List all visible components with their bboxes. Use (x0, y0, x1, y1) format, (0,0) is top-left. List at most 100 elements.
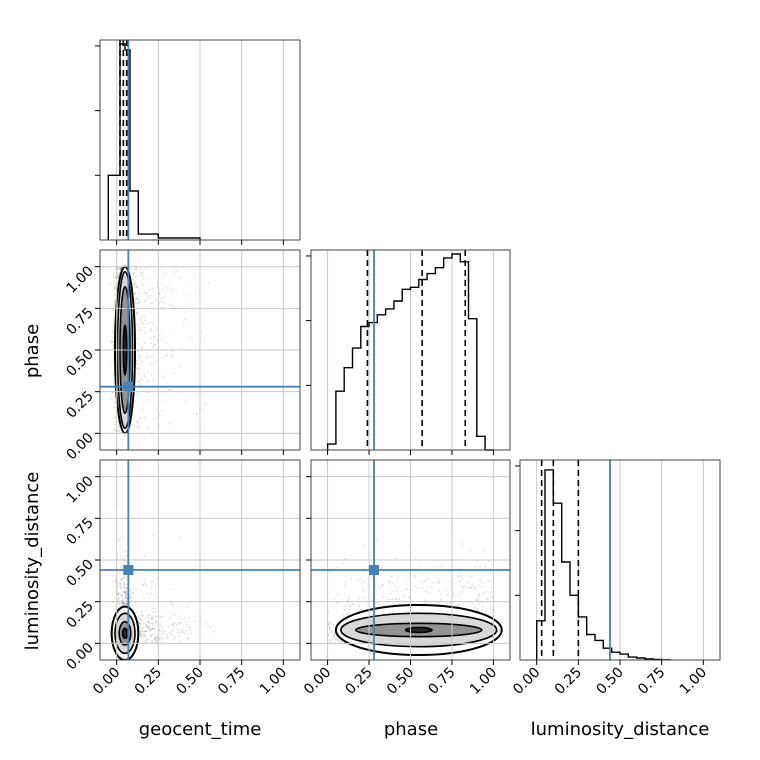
sample-point (133, 283, 135, 286)
sample-point (119, 584, 122, 586)
sample-point (130, 424, 133, 426)
sample-point (478, 593, 481, 595)
sample-point (125, 575, 127, 578)
sample-point (171, 350, 174, 353)
sample-point (481, 585, 484, 587)
sample-point (184, 400, 187, 402)
sample-point (393, 603, 395, 606)
sample-point (124, 591, 127, 594)
sample-point (136, 363, 139, 366)
sample-point (121, 595, 123, 598)
panel-r0-c0-histogram (107, 43, 201, 240)
sample-point (159, 269, 162, 271)
sample-point (333, 632, 335, 635)
sample-point (152, 353, 155, 356)
sample-point (176, 270, 179, 273)
sample-point (360, 608, 362, 610)
sample-point (347, 602, 350, 605)
ytick-label-r1-3: 0.75 (63, 305, 96, 338)
sample-point (359, 605, 361, 608)
sample-point (154, 598, 157, 600)
sample-point (156, 286, 159, 288)
sample-point (125, 597, 128, 600)
sample-point (164, 630, 166, 632)
sample-point (438, 590, 441, 592)
sample-point (194, 620, 196, 623)
sample-point (138, 621, 141, 624)
sample-point (145, 291, 148, 294)
sample-point (336, 593, 339, 596)
sample-point (375, 579, 378, 582)
sample-point (114, 416, 117, 418)
sample-point (114, 396, 117, 399)
sample-point (154, 343, 157, 346)
sample-point (348, 609, 351, 612)
sample-point (118, 268, 121, 271)
sample-point (424, 579, 427, 582)
sample-point (124, 603, 127, 605)
sample-point (114, 402, 117, 405)
sample-point (161, 632, 164, 635)
sample-point (153, 270, 156, 272)
sample-point (149, 627, 152, 630)
sample-point (466, 586, 468, 589)
ytick-label-r2-1: 0.25 (63, 598, 96, 631)
sample-point (123, 586, 126, 589)
sample-point (151, 639, 154, 642)
sample-point (135, 285, 137, 287)
sample-point (161, 338, 164, 341)
sample-point (471, 602, 474, 604)
ytick-label-r2-2: 0.50 (63, 557, 96, 590)
sample-point (395, 586, 397, 588)
sample-point (487, 579, 490, 582)
sample-point (382, 596, 385, 598)
sample-point (151, 321, 154, 324)
sample-point (361, 586, 364, 589)
sample-point (436, 576, 439, 579)
sample-point (163, 295, 166, 298)
sample-point (171, 623, 174, 626)
sample-point (440, 598, 443, 601)
sample-point (154, 640, 157, 643)
sample-point (363, 544, 365, 547)
sample-point (394, 557, 397, 560)
sample-point (118, 603, 121, 606)
sample-point (118, 274, 120, 276)
sample-point (125, 602, 128, 605)
sample-point (338, 619, 341, 621)
sample-point (474, 587, 476, 589)
sample-point (146, 638, 149, 641)
sample-point (118, 425, 120, 428)
sample-point (125, 583, 127, 586)
sample-point (141, 274, 144, 277)
sample-point (172, 613, 175, 616)
sample-point (113, 301, 116, 304)
sample-point (328, 627, 331, 630)
sample-point (137, 350, 140, 352)
sample-point (144, 634, 146, 637)
sample-point (150, 328, 152, 331)
sample-point (162, 399, 165, 402)
sample-point (185, 284, 188, 286)
sample-point (137, 616, 140, 619)
sample-point (161, 630, 164, 633)
sample-point (469, 575, 471, 578)
sample-point (129, 588, 132, 591)
sample-point (188, 620, 191, 622)
sample-point (141, 619, 144, 622)
sample-point (403, 595, 406, 597)
sample-point (130, 267, 133, 270)
sample-point (141, 627, 144, 629)
sample-point (120, 588, 123, 591)
sample-point (121, 599, 124, 601)
sample-point (144, 342, 146, 344)
sample-point (170, 633, 172, 636)
sample-point (144, 581, 146, 584)
contour-level-4 (121, 627, 129, 640)
sample-point (159, 624, 162, 626)
sample-point (165, 354, 168, 357)
sample-point (142, 346, 144, 349)
sample-point (123, 585, 126, 588)
sample-point (161, 620, 163, 623)
